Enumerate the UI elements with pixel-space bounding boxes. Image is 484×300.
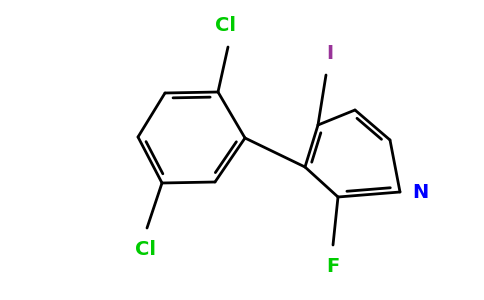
Text: I: I [326,44,333,63]
Text: Cl: Cl [135,240,155,259]
Text: F: F [326,257,340,276]
Text: N: N [412,182,428,202]
Text: Cl: Cl [215,16,237,35]
